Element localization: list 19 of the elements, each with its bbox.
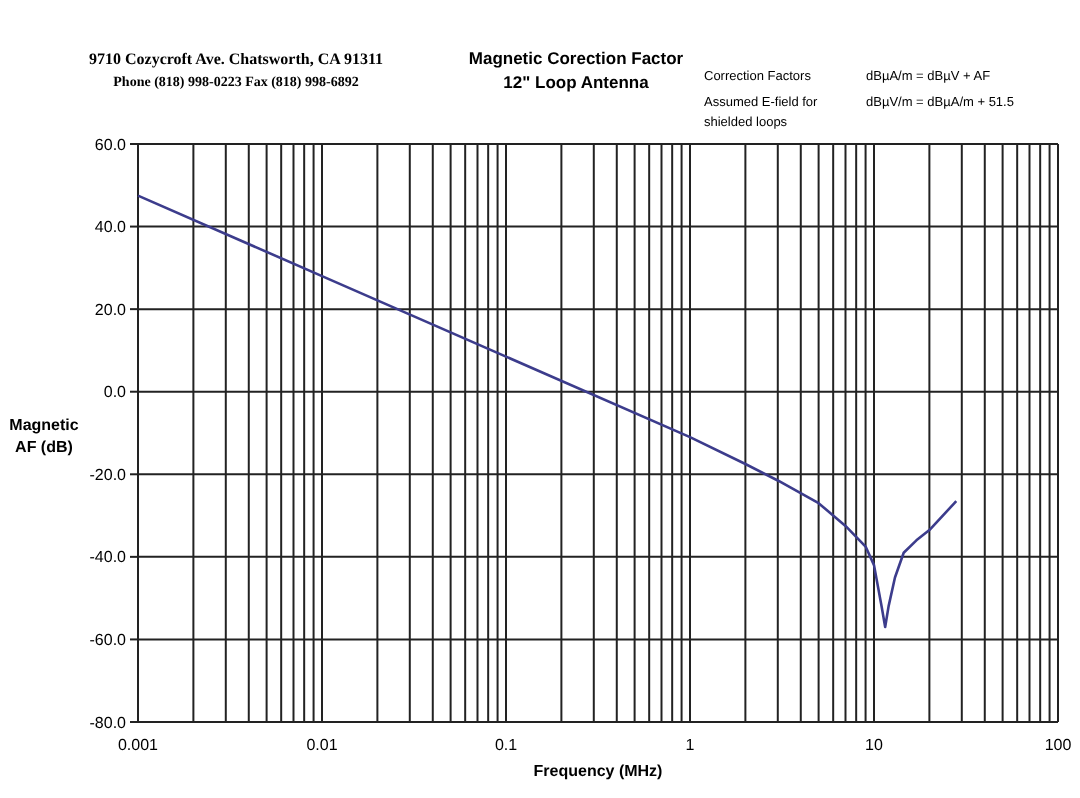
y-tick-label: 20.0 xyxy=(94,300,128,319)
chart-subtitle: 12" Loop Antenna xyxy=(503,72,650,92)
y-tick-label: -60.0 xyxy=(89,631,128,650)
y-axis-title: Magnetic AF (dB) xyxy=(9,416,80,456)
y-tick-label: 0.0 xyxy=(103,383,128,402)
x-tick-label: 100 xyxy=(1044,736,1073,754)
y-tick-label: -20.0 xyxy=(89,465,128,484)
chart-title: Magnetic Corection Factor xyxy=(468,48,685,68)
y-tick-label: -80.0 xyxy=(89,713,128,732)
x-tick-label: 0.1 xyxy=(494,736,519,754)
x-tick-label: 10 xyxy=(865,736,884,754)
text: 9710 Cozycroft Ave. Chatsworth, CA 91311 xyxy=(88,50,384,68)
y-tick-label: -40.0 xyxy=(89,548,128,567)
x-tick-label: 0.01 xyxy=(306,736,339,754)
x-tick-label: 0.001 xyxy=(117,736,160,754)
x-tick-label: 1 xyxy=(685,736,696,754)
y-tick-label: 60.0 xyxy=(94,135,128,154)
x-axis-title: Frequency (MHz) xyxy=(533,762,664,780)
y-tick-label: 40.0 xyxy=(94,218,128,237)
